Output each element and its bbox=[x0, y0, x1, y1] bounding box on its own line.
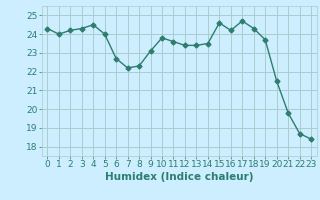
X-axis label: Humidex (Indice chaleur): Humidex (Indice chaleur) bbox=[105, 172, 253, 182]
